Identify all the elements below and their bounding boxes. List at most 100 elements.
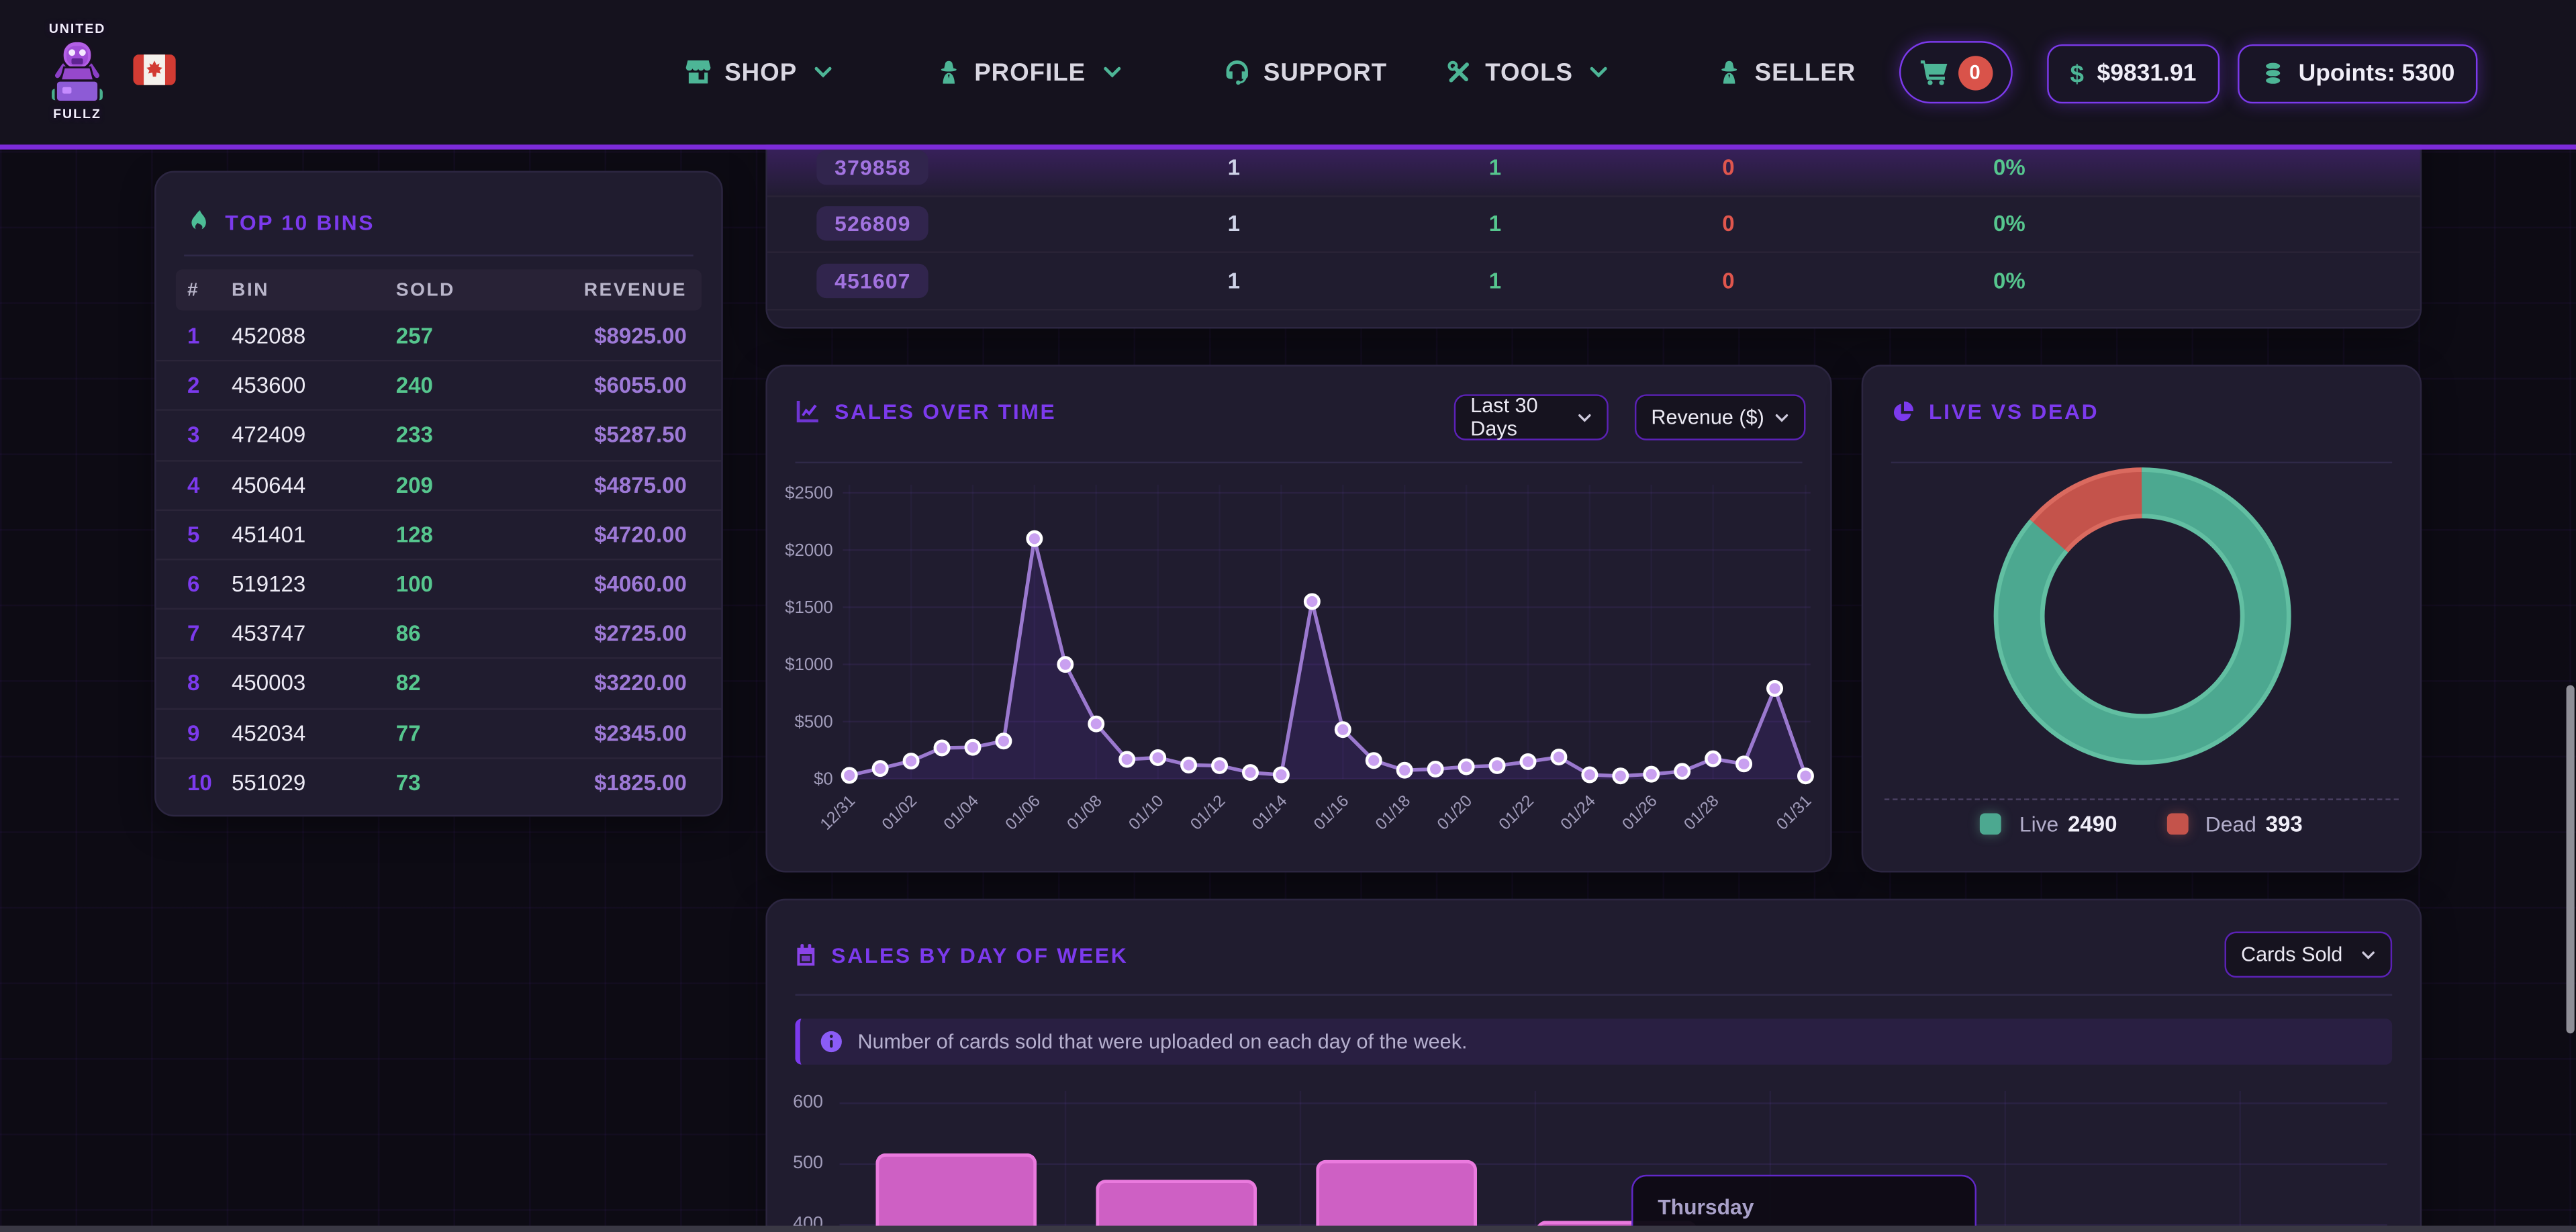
bar-monday[interactable] (875, 1154, 1037, 1232)
cell-tb-bin: 453747 (232, 621, 306, 647)
svg-text:01/02: 01/02 (879, 792, 920, 833)
svg-text:$2000: $2000 (785, 541, 832, 560)
cell-tb-bin: 452034 (232, 720, 306, 746)
bar-gridline-v (2239, 1090, 2241, 1232)
bin-stat-value: 0 (1722, 269, 1735, 293)
bin-badge: 451607 (816, 263, 929, 299)
bar-gridline-v (1534, 1090, 1537, 1232)
legend-item-live[interactable]: Live 2490 (1981, 812, 2117, 837)
cell-tb-rev: $4875.00 (594, 472, 687, 497)
bar-gridline-h (839, 1102, 2387, 1104)
cell-tb-rank: 7 (187, 621, 200, 647)
panel-title-text: SALES BY DAY OF WEEK (831, 943, 1129, 968)
svg-text:01/31: 01/31 (1773, 792, 1815, 833)
bin-stat-value: 0% (1993, 154, 2025, 180)
select-value: Revenue ($) (1651, 406, 1764, 429)
nav-label: TOOLS (1485, 58, 1573, 87)
cell-tb-sold: 209 (395, 472, 433, 497)
scrollbar-thumb-vertical[interactable] (2566, 685, 2574, 1034)
chevron-down-icon (814, 62, 833, 82)
date-range-select[interactable]: Last 30 Days (1453, 394, 1609, 440)
cell-tb-rank: 4 (187, 472, 200, 497)
legend-label: Dead (2205, 811, 2256, 837)
tools-icon (1446, 59, 1472, 85)
bin-stat-value: 0 (1722, 211, 1735, 237)
nav-item-shop[interactable]: SHOP (685, 0, 833, 144)
top-nav-bar: UNITED FULLZ (0, 0, 2576, 145)
cart-button[interactable]: 0 (1899, 41, 2013, 104)
top-bin-row: 7 453747 86 $2725.00 (156, 608, 722, 658)
svg-text:$500: $500 (795, 712, 833, 731)
nav-item-seller[interactable]: SELLER (1717, 0, 1856, 144)
bar-wednesday[interactable] (1316, 1160, 1478, 1232)
svg-text:01/16: 01/16 (1310, 792, 1352, 833)
nav-label: PROFILE (974, 58, 1086, 87)
col-bin: BIN (232, 280, 269, 300)
svg-text:01/28: 01/28 (1680, 792, 1722, 833)
balance-amount: $9831.91 (2097, 60, 2197, 87)
cell-tb-bin: 551029 (232, 770, 306, 795)
cell-tb-rev: $5287.50 (594, 423, 687, 448)
bin-stats-row[interactable]: 379858 1 1 0 0% (767, 140, 2420, 197)
sales-over-time-chart[interactable]: $0 $500 $1000 $1500 $2000 $2500 12/31 01/02 01/0… (767, 367, 1833, 874)
user-secret-icon (937, 59, 961, 85)
live-vs-dead-donut-chart[interactable] (1863, 459, 2423, 781)
scrollbar-track-horizontal[interactable] (0, 1225, 2576, 1232)
bin-badge: 379858 (816, 150, 929, 185)
upoints-button[interactable]: Upoints: 5300 (2238, 44, 2478, 104)
select-value: Last 30 Days (1470, 394, 1538, 440)
balance-button[interactable]: $ $9831.91 (2047, 44, 2220, 104)
top-bin-row: 9 452034 77 $2345.00 (156, 707, 722, 757)
bar-gridline-h (839, 1163, 2387, 1166)
legend-swatch-dead (2166, 813, 2188, 835)
bar-gridline-v (1064, 1090, 1067, 1232)
bar-tuesday[interactable] (1096, 1180, 1257, 1232)
bar-gridline-v (1299, 1090, 1302, 1232)
cell-tb-rev: $1825.00 (594, 770, 687, 795)
cell-tb-sold: 240 (395, 373, 433, 398)
info-note: Number of cards sold that were uploaded … (795, 1018, 2393, 1065)
bar-gridline-v (1769, 1090, 1772, 1232)
nav-item-profile[interactable]: PROFILE (937, 0, 1122, 144)
cell-tb-sold: 82 (395, 671, 421, 696)
cell-tb-rev: $4720.00 (594, 522, 687, 547)
svg-text:01/14: 01/14 (1249, 792, 1290, 833)
cell-tb-rank: 3 (187, 423, 200, 448)
panel-title-text: SALES OVER TIME (834, 399, 1057, 424)
bar-metric-select[interactable]: Cards Sold (2224, 931, 2393, 978)
select-value: Cards Sold (2240, 943, 2343, 966)
top-10-bins-card: TOP 10 BINS # BIN SOLD REVENUE 1 452088 25… (154, 171, 723, 817)
nav-item-tools[interactable]: TOOLS (1446, 0, 1609, 144)
top-bin-row: 3 472409 233 $5287.50 (156, 410, 722, 459)
nav-label: SELLER (1754, 58, 1856, 87)
cell-tb-rank: 1 (187, 323, 200, 348)
bin-stat-value: 1 (1227, 269, 1241, 293)
cell-tb-sold: 77 (395, 720, 421, 746)
nav-item-support[interactable]: SUPPORT (1224, 0, 1387, 144)
bin-stat-value: 0 (1722, 154, 1735, 180)
svg-text:$0: $0 (814, 770, 833, 789)
panel-title-text: LIVE VS DEAD (1929, 399, 2099, 424)
cell-tb-rev: $4060.00 (594, 571, 687, 597)
sales-over-time-card: SALES OVER TIME Last 30 Days Revenue ($)… (765, 365, 1833, 874)
sales-by-day-bar-chart[interactable]: Thursday 600 500 400 (767, 1078, 2420, 1232)
svg-text:01/10: 01/10 (1125, 792, 1167, 833)
chevron-down-icon (1774, 410, 1789, 425)
bin-stats-row[interactable]: 526809 1 1 0 0% (767, 197, 2420, 254)
canada-flag-icon[interactable] (133, 54, 176, 85)
svg-text:12/31: 12/31 (817, 792, 859, 833)
metric-select[interactable]: Revenue ($) (1634, 394, 1806, 440)
cell-tb-bin: 450644 (232, 472, 306, 497)
cell-tb-sold: 73 (395, 770, 421, 795)
chevron-down-icon (2361, 947, 2376, 962)
cell-tb-bin: 450003 (232, 671, 306, 696)
cell-tb-bin: 519123 (232, 571, 306, 597)
svg-text:01/12: 01/12 (1187, 792, 1229, 833)
brand-logo[interactable]: UNITED FULLZ (33, 13, 122, 132)
top-bin-row: 4 450644 209 $4875.00 (156, 459, 722, 509)
divider (795, 461, 1803, 464)
legend-item-dead[interactable]: Dead 393 (2166, 812, 2303, 837)
headset-icon (1224, 58, 1250, 87)
bin-stats-row[interactable]: 451607 1 1 0 0% (767, 253, 2420, 310)
